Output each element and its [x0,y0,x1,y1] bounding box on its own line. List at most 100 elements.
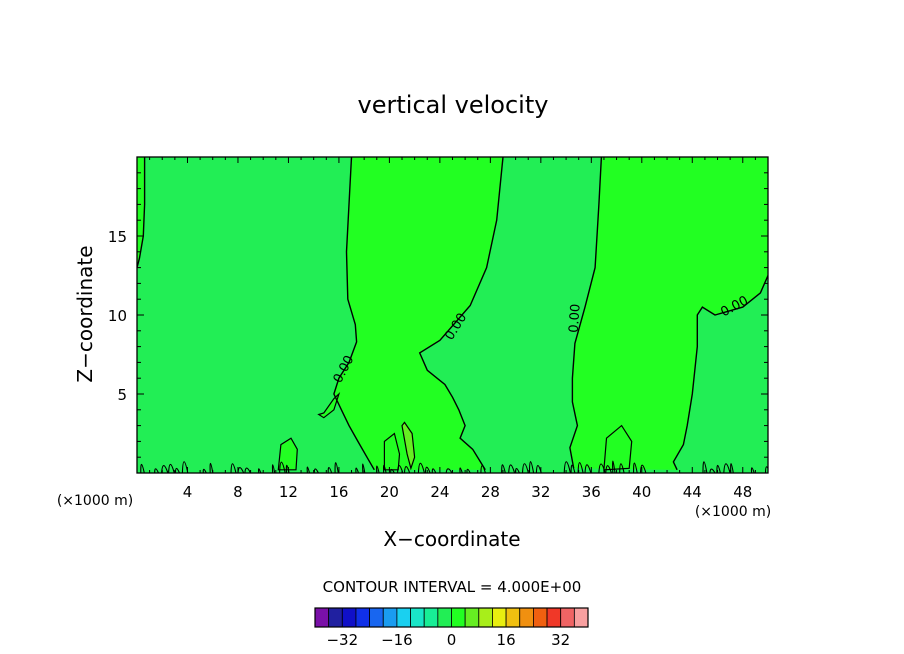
surface-contour [230,463,237,473]
colorbar-swatch [396,607,411,628]
x-tick-label: 4 [183,483,193,501]
surface-contour [716,464,721,473]
y-axis: 5 10 15 [108,172,768,458]
x-tick-label: 40 [632,483,651,501]
positive-cell [603,425,632,470]
x-axis-label: X−coordinate [383,527,520,551]
x-unit-left: (×1000 m) [57,493,133,509]
surface-contour [154,468,159,473]
colorbar-swatch [560,607,575,628]
surface-contour [202,468,207,473]
colorbar-swatch [505,607,521,628]
surface-contour [750,467,755,473]
surface-contour [390,468,395,473]
y-tick-label: 5 [117,386,127,404]
surface-contour [723,463,731,473]
surface-contour [431,468,437,473]
surface-contour [466,468,471,473]
surface-contour [528,461,535,473]
surface-contour [480,465,486,473]
x-tick-label: 24 [430,483,449,501]
surface-contour [577,462,584,473]
colorbar-swatch [355,607,371,628]
contour-lines [137,157,768,471]
colorbar-swatch [410,607,425,628]
x-tick-label: 28 [481,483,500,501]
y-axis-label: Z−coordinate [73,245,97,382]
contour-interval-text: CONTOUR INTERVAL = 4.000E+00 [323,578,582,596]
surface-contour [383,464,387,473]
colorbar-label: −16 [381,631,413,649]
x-tick-label: 8 [233,483,243,501]
surface-contour [633,462,638,473]
colorbar-label: −32 [326,631,358,649]
surface-contour [279,461,286,473]
surface-contour [563,461,571,473]
surface-contour [445,468,453,473]
x-tick-label: 48 [733,483,752,501]
positive-cell [402,422,415,469]
y-tick-label: 15 [108,228,127,246]
colorbar-swatch [464,607,480,628]
x-tick-label: 16 [329,483,348,501]
zero-contour-c4 [569,157,603,469]
x-tick-label: 12 [279,483,298,501]
surface-contour [584,464,592,473]
x-tick-label: 44 [683,483,702,501]
surface-contour [521,463,529,473]
surface-contour [140,463,145,473]
x-unit-right: (×1000 m) [695,504,771,520]
surface-contour [764,466,768,473]
colorbar-swatch [451,607,466,628]
colorbar-swatch [382,607,398,628]
surface-contour [313,468,319,473]
surface-contour [244,467,251,473]
colorbar-swatch [369,607,384,628]
surface-contour [619,463,625,473]
contour-fills [137,157,768,470]
colorbar-swatch [478,607,493,628]
surface-contour [258,468,262,473]
closed-contour-k3 [277,437,298,471]
surface-contour [709,468,716,473]
colorbar-swatch [341,607,357,628]
colorbar-label: 32 [551,631,570,649]
surface-contour [605,465,612,473]
surface-contour [417,462,425,473]
surface-contour [702,461,708,473]
positive-cell [384,433,400,470]
colorbar-swatch [423,607,439,628]
colorbar-swatch [519,607,534,628]
colorbar-swatch [546,607,562,628]
colorbar-label: 0 [447,631,457,649]
zero-contour-c3 [418,157,504,471]
surface-contour [403,466,411,473]
x-tick-label: 20 [380,483,399,501]
zero-contour-c2 [333,157,375,471]
y-tick-label: 10 [108,307,127,325]
colorbar-swatch [314,607,330,628]
surface-contour [168,463,175,473]
surface-contour [501,464,506,473]
surface-contour [334,462,339,473]
colorbar-swatch [573,607,589,628]
colorbar-swatch [328,607,343,628]
positive-cell [278,438,298,470]
colorbar-swatch [492,607,507,628]
contour-label: 0.00 [567,303,584,333]
closed-contour-k4 [603,424,633,471]
chart-title: vertical velocity [358,91,549,119]
surface-contour [355,467,360,473]
colorbar-swatch [437,607,452,628]
positive-cell [318,394,339,418]
surface-contour [306,466,311,473]
colorbar: −32 −16 0 16 32 [314,607,589,649]
x-tick-label: 32 [531,483,550,501]
positive-region [137,157,145,268]
surface-contour [730,463,734,473]
surface-contour [570,464,576,473]
x-tick-label: 36 [582,483,601,501]
positive-region [569,157,768,470]
closed-contour-k1 [317,391,341,419]
